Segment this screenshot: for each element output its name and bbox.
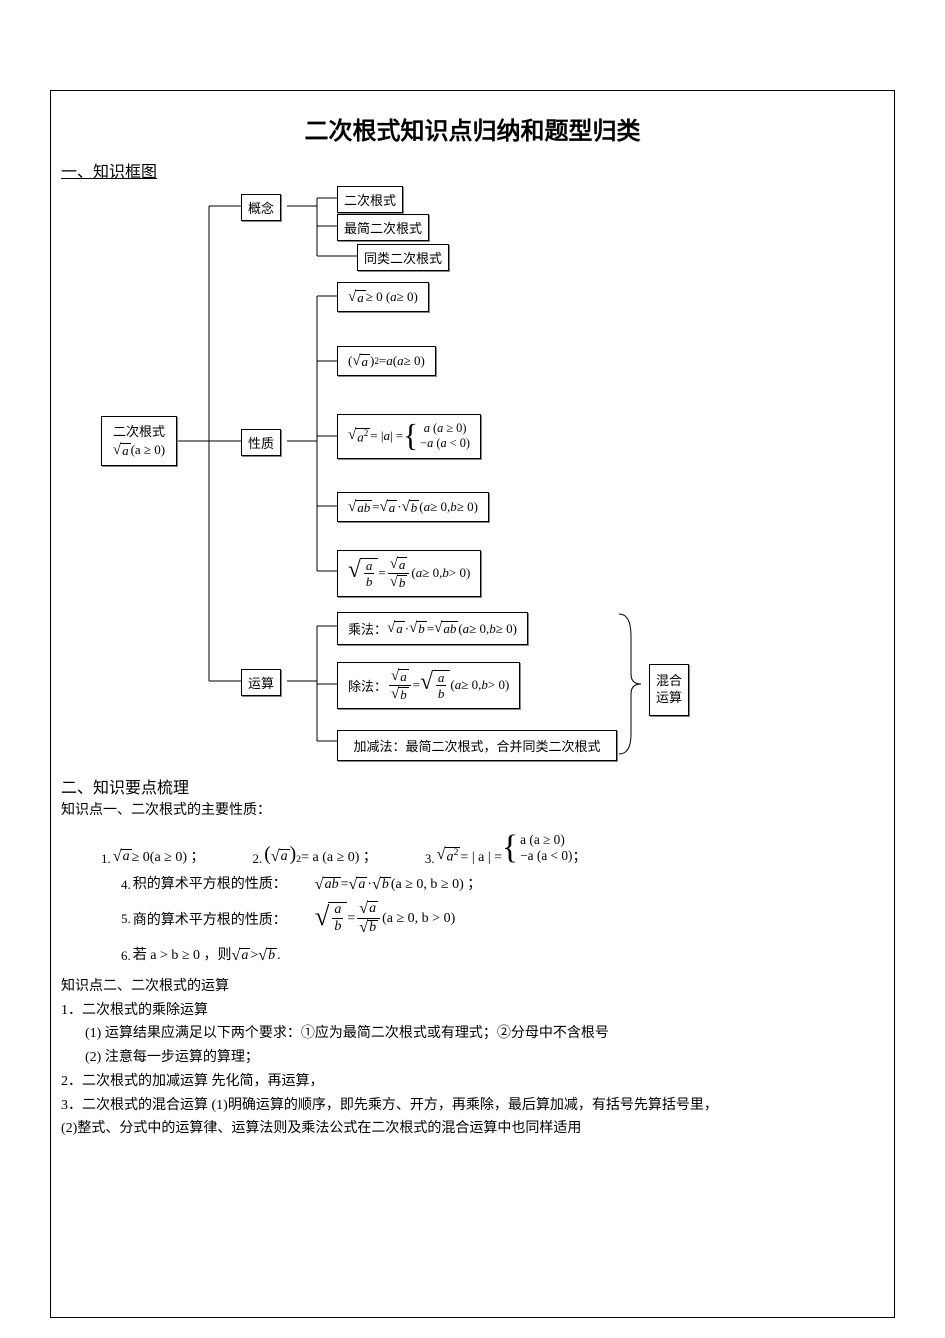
diagram-leaf-concept-3: 同类二次根式 — [357, 244, 449, 271]
op1-label: 乘法： — [348, 619, 387, 638]
diagram-leaf-prop-4: √ab = √a · √b (a ≥ 0, b ≥ 0) — [337, 492, 489, 522]
diagram-leaf-prop-2: (√a)2 = a (a ≥ 0) — [337, 346, 436, 376]
diagram-root-line1: 二次根式 — [113, 423, 165, 441]
kp1-prop-4: 4. 积的算术平方根的性质： √ab = √a · √b (a ≥ 0, b ≥… — [121, 873, 884, 893]
kp1-row-1-3: 1. √a ≥ 0 (a ≥ 0) ； 2. (√a)2 = a (a ≥ 0)… — [101, 832, 884, 865]
diagram-cat-operation: 运算 — [241, 669, 281, 696]
kp1-prop-1: 1. √a ≥ 0 (a ≥ 0) ； — [101, 849, 205, 865]
kp2-l1: 1．二次根式的乘除运算 — [61, 1000, 884, 1022]
knowledge-diagram: 二次根式 √a(a ≥ 0) 概念 性质 运算 二次根式 最简二次根式 同类二次… — [101, 186, 741, 766]
diagram-cat-concept: 概念 — [241, 194, 281, 221]
diagram-cat-property: 性质 — [241, 429, 281, 456]
kp2-l2: 2．二次根式的加减运算 先化简，再运算， — [61, 1071, 884, 1093]
diagram-leaf-prop-5: √ab = √a√b (a ≥ 0, b > 0) — [337, 550, 481, 597]
kp2-l3a: 3．二次根式的混合运算 (1)明确运算的顺序，即先乘方、开方，再乘除，最后算加减… — [61, 1095, 884, 1117]
kp1-prop-3: 3. √a2 = | a | = { a (a ≥ 0) −a (a < 0) … — [425, 832, 587, 865]
kp1-heading: 知识点一、二次根式的主要性质： — [61, 800, 884, 822]
diagram-leaf-prop-3: √a2 = |a| = {a (a ≥ 0)−a (a < 0) — [337, 414, 481, 459]
diagram-leaf-op-1: 乘法： √a · √b = √ab (a ≥ 0, b ≥ 0) — [337, 612, 528, 645]
kp2-l1-1: (1) 运算结果应满足以下两个要求：①应为最简二次根式或有理式；②分母中不含根号 — [85, 1023, 884, 1045]
diagram-leaf-op-2: 除法： √a√b = √ab (a ≥ 0, b > 0) — [337, 662, 520, 709]
diagram-leaf-prop-1: √a ≥ 0 (a ≥ 0) — [337, 282, 429, 312]
diagram-root-line2: √a(a ≥ 0) — [113, 441, 165, 459]
diagram-leaf-concept-2: 最简二次根式 — [337, 214, 429, 241]
op2-label: 除法： — [348, 676, 387, 695]
kp1-prop-5: 5. 商的算术平方根的性质： √ab = √a√b (a ≥ 0, b > 0) — [121, 901, 884, 936]
kp2-l1-2: (2) 注意每一步运算的算理； — [85, 1047, 884, 1069]
section1-heading: 一、知识框图 — [61, 158, 884, 182]
diagram-leaf-op-3: 加减法：最简二次根式，合并同类二次根式 — [337, 730, 617, 761]
page-border: 二次根式知识点归纳和题型归类 一、知识框图 — [50, 90, 895, 1318]
kp1-prop-2: 2. (√a)2 = a (a ≥ 0) ； — [253, 845, 377, 865]
diagram-leaf-concept-1: 二次根式 — [337, 186, 403, 213]
kp2-l3b: (2)整式、分式中的运算律、运算法则及乘法公式在二次根式的混合运算中也同样适用 — [61, 1118, 884, 1140]
page-title: 二次根式知识点归纳和题型归类 — [61, 111, 884, 146]
kp2-heading: 知识点二、二次根式的运算 — [61, 976, 884, 998]
diagram-mixed-op: 混合 运算 — [649, 664, 689, 716]
kp1-prop-6: 6. 若 a > b ≥ 0 ，则 √a > √b . — [121, 944, 884, 964]
diagram-root: 二次根式 √a(a ≥ 0) — [101, 416, 177, 466]
section2-heading: 二、知识要点梳理 — [61, 774, 884, 798]
